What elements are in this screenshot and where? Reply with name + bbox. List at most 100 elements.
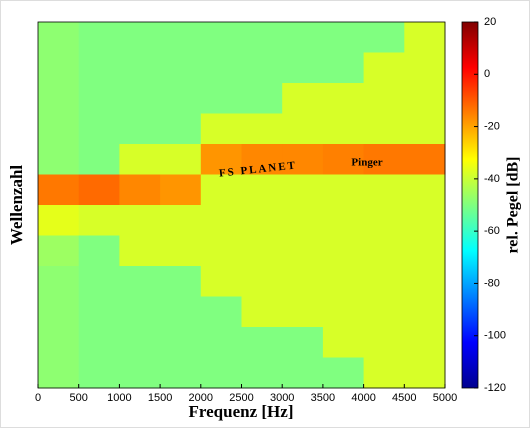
x-tick-label: 4500	[392, 392, 416, 404]
heatmap-cell	[404, 22, 446, 53]
x-tick-label: 3000	[270, 392, 294, 404]
heatmap-cell	[119, 113, 161, 145]
heatmap-cell	[119, 52, 161, 84]
heatmap-cell	[363, 357, 405, 389]
heatmap-cell	[363, 296, 405, 328]
colorbar-tick-label: -80	[484, 277, 500, 289]
heatmap-cell	[404, 144, 446, 175]
heatmap-cell	[282, 52, 324, 84]
x-tick-label: 1500	[148, 392, 172, 404]
heatmap-cell	[404, 174, 446, 206]
heatmap-cell	[200, 205, 242, 236]
heatmap-cell	[160, 174, 202, 206]
x-tick-label: 500	[70, 392, 88, 404]
heatmap-cell	[322, 52, 365, 84]
colorbar-tick-label: 0	[484, 68, 490, 80]
x-tick-label: 2500	[229, 392, 253, 404]
heatmap-cell	[200, 174, 242, 206]
heatmap-cell	[78, 266, 120, 297]
heatmap-cell	[363, 174, 405, 206]
heatmap-cell	[404, 52, 446, 84]
x-tick-label: 3500	[311, 392, 335, 404]
heatmap-cell	[282, 357, 324, 389]
heatmap-cell	[38, 174, 80, 206]
heatmap-cell	[404, 83, 446, 114]
heatmap-cell	[200, 235, 242, 267]
heatmap-cell	[78, 357, 120, 389]
heatmap-cell	[160, 235, 202, 267]
heatmap-cell	[404, 266, 446, 297]
heatmap-cell	[322, 235, 365, 267]
heatmap-cell	[200, 113, 242, 145]
x-tick-label: 4000	[351, 392, 375, 404]
heatmap-cell	[282, 113, 324, 145]
x-tick-label: 5000	[433, 392, 457, 404]
heatmap-cell	[404, 296, 446, 328]
heatmap-cell	[78, 144, 120, 175]
heatmap-cell	[160, 144, 202, 175]
heatmap-cell	[200, 83, 242, 114]
heatmap-cell	[322, 296, 365, 328]
heatmap-cell	[119, 357, 161, 389]
colorbar	[461, 21, 479, 389]
heatmap-cell	[200, 357, 242, 389]
x-axis-label: Frequenz [Hz]	[189, 402, 294, 421]
heatmap-cell	[38, 113, 80, 145]
heatmap-cell	[404, 357, 446, 389]
heatmap-cell	[160, 357, 202, 389]
heatmap-cell	[282, 327, 324, 358]
heatmap-cell	[119, 144, 161, 175]
heatmap-cell	[363, 144, 405, 175]
heatmap-cell	[241, 327, 283, 358]
heatmap-cell	[119, 22, 161, 53]
heatmap-cell	[322, 266, 365, 297]
heatmap-cell	[160, 205, 202, 236]
heatmap-cell	[282, 174, 324, 206]
colorbar-tick-label: 20	[484, 16, 496, 28]
heatmap-cell	[241, 357, 283, 389]
heatmap-cell	[322, 22, 365, 53]
heatmap-cell	[363, 205, 405, 236]
heatmap-cell	[282, 83, 324, 114]
heatmap-cell	[160, 296, 202, 328]
heatmap-cell	[160, 327, 202, 358]
heatmap-cell	[200, 266, 242, 297]
heatmap-cell	[119, 205, 161, 236]
colorbar-label: rel. Pegel [dB]	[505, 156, 522, 253]
heatmap-cell	[78, 174, 120, 206]
heatmap-cell	[282, 144, 324, 175]
heatmap-cell	[160, 52, 202, 84]
heatmap-cell	[363, 52, 405, 84]
heatmap-cell	[119, 327, 161, 358]
heatmap-cell	[200, 327, 242, 358]
y-axis-label: Wellenzahl	[7, 165, 26, 246]
heatmap-cell	[38, 83, 80, 114]
heatmap-cell	[241, 113, 283, 145]
x-tick-label: 0	[35, 392, 41, 404]
heatmap-cell	[404, 235, 446, 267]
heatmap-cell	[241, 296, 283, 328]
heatmap-cell	[282, 296, 324, 328]
heatmap-cell	[119, 266, 161, 297]
x-tick-label: 2000	[189, 392, 213, 404]
heatmap-cell	[38, 22, 80, 53]
heatmap-cell	[38, 357, 80, 389]
heatmap-cell	[322, 327, 365, 358]
heatmap-cell	[322, 174, 365, 206]
heatmap-cell	[322, 144, 365, 175]
heatmap-cell	[78, 296, 120, 328]
heatmap-cell	[241, 22, 283, 53]
heatmap-cell	[363, 113, 405, 145]
heatmap-cell	[241, 235, 283, 267]
heatmap	[38, 22, 446, 389]
heatmap-cell	[78, 235, 120, 267]
heatmap-cell	[404, 113, 446, 145]
colorbar-tick-label: -120	[484, 382, 506, 394]
heatmap-cell	[38, 144, 80, 175]
heatmap-cell	[282, 266, 324, 297]
heatmap-cell	[78, 327, 120, 358]
heatmap-cell	[241, 205, 283, 236]
heatmap-cell	[282, 235, 324, 267]
heatmap-cell	[241, 52, 283, 84]
